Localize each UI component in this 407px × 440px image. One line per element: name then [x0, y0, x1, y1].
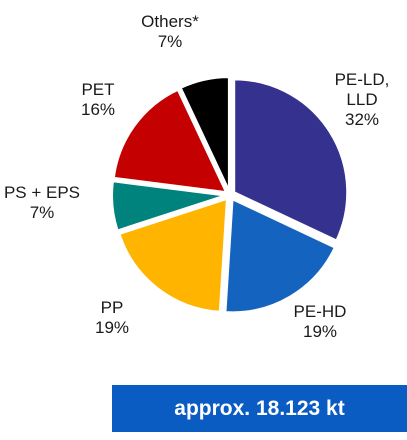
chart: [111, 76, 349, 314]
slice-label: PET 16%: [68, 80, 128, 120]
value-label: 19%: [94, 318, 130, 337]
slice-label: Others* 7%: [130, 12, 210, 52]
category-label: PP: [100, 298, 124, 317]
slice-label: PE-LD, LLD 32%: [332, 70, 392, 130]
category-label: PE-HD: [293, 302, 347, 321]
value-label: 32%: [344, 110, 380, 129]
value-label: 19%: [302, 322, 338, 341]
slice-label: PS + EPS 7%: [0, 183, 92, 223]
value-label: 7%: [29, 203, 55, 222]
slice-label: PE-HD 19%: [285, 302, 355, 342]
category-label: PS + EPS: [3, 183, 81, 202]
category-label: PE-LD, LLD: [334, 70, 390, 109]
value-label: 16%: [80, 100, 116, 119]
total-banner: approx. 18.123 kt: [112, 385, 407, 432]
category-label: PET: [81, 80, 115, 99]
pie-slice: [118, 197, 229, 313]
slice-label: PP 19%: [82, 298, 142, 338]
pie-slice: [224, 197, 337, 314]
pie-slice: [233, 78, 349, 242]
pie-slice: [179, 76, 230, 191]
value-label: 7%: [157, 32, 183, 51]
category-label: Others*: [141, 12, 199, 31]
pie-slice: [112, 88, 228, 194]
pie-slice: [111, 180, 226, 232]
